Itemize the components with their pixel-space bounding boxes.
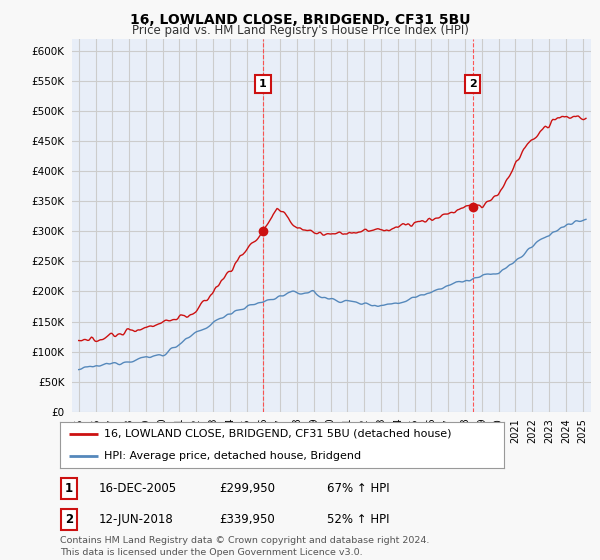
Text: 1: 1: [65, 482, 73, 495]
Text: 1: 1: [259, 79, 267, 89]
Text: HPI: Average price, detached house, Bridgend: HPI: Average price, detached house, Brid…: [104, 451, 362, 461]
Text: 16-DEC-2005: 16-DEC-2005: [99, 482, 177, 495]
Text: 12-JUN-2018: 12-JUN-2018: [99, 513, 174, 526]
Text: 16, LOWLAND CLOSE, BRIDGEND, CF31 5BU (detached house): 16, LOWLAND CLOSE, BRIDGEND, CF31 5BU (d…: [104, 428, 452, 438]
Text: 2: 2: [65, 513, 73, 526]
Text: 16, LOWLAND CLOSE, BRIDGEND, CF31 5BU: 16, LOWLAND CLOSE, BRIDGEND, CF31 5BU: [130, 13, 470, 27]
Text: Price paid vs. HM Land Registry's House Price Index (HPI): Price paid vs. HM Land Registry's House …: [131, 24, 469, 36]
Text: Contains HM Land Registry data © Crown copyright and database right 2024.
This d: Contains HM Land Registry data © Crown c…: [60, 536, 430, 557]
Text: £339,950: £339,950: [219, 513, 275, 526]
Text: 2: 2: [469, 79, 476, 89]
Text: 67% ↑ HPI: 67% ↑ HPI: [327, 482, 389, 495]
Text: £299,950: £299,950: [219, 482, 275, 495]
Text: 52% ↑ HPI: 52% ↑ HPI: [327, 513, 389, 526]
